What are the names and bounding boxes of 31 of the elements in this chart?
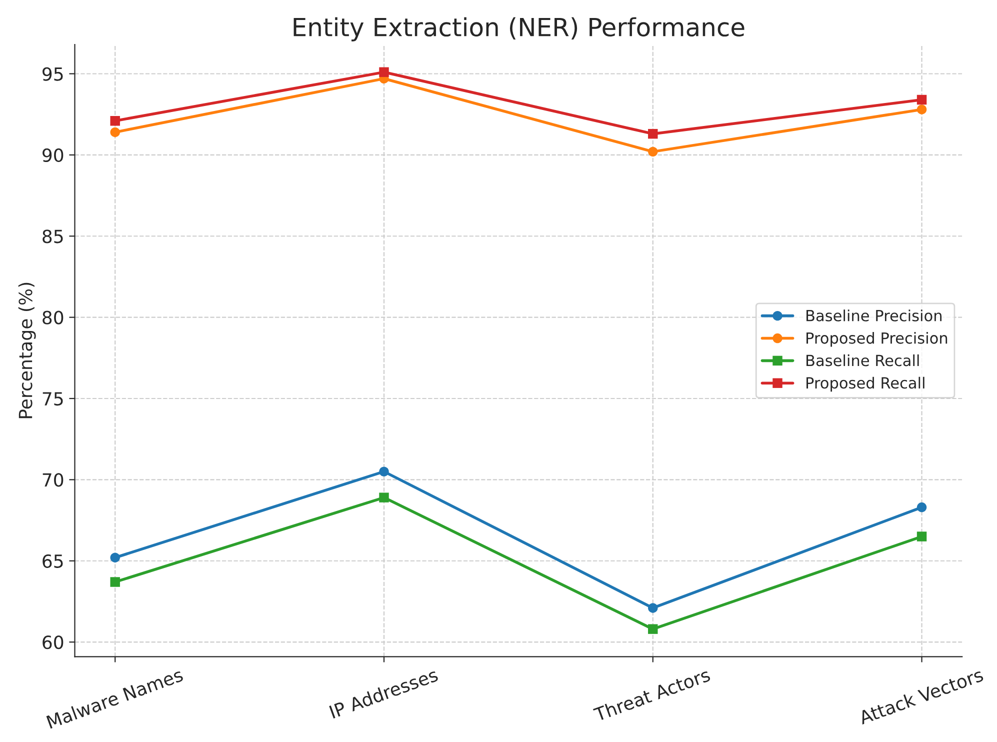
point — [648, 146, 658, 157]
point — [648, 624, 658, 634]
point — [379, 67, 389, 77]
point — [916, 94, 927, 105]
y-axis-title: Percentage (%) — [18, 282, 36, 418]
legend-label: Proposed Precision — [806, 332, 948, 347]
point — [379, 492, 389, 502]
x-tick-label: Attack Vectors — [858, 667, 984, 725]
y-tick-label: 65 — [42, 554, 63, 568]
y-tick-label: 90 — [42, 148, 64, 162]
y-tick-label: 85 — [42, 230, 63, 244]
point — [379, 466, 389, 476]
point — [648, 128, 658, 139]
point — [110, 116, 120, 126]
point — [648, 603, 658, 613]
x-tick-label: Threat Actors — [592, 667, 711, 722]
y-tick-label: 95 — [42, 67, 63, 81]
chart-title: Entity Extraction (NER) Performance — [294, 17, 744, 42]
y-tick-label: 75 — [42, 392, 63, 406]
point — [916, 532, 927, 542]
point — [110, 552, 120, 562]
point — [916, 104, 927, 114]
y-tick-label: 80 — [42, 310, 64, 324]
point — [110, 577, 120, 587]
point — [110, 127, 120, 138]
y-tick-label: 70 — [42, 473, 64, 487]
point — [916, 502, 927, 512]
legend-label: Baseline Recall — [806, 354, 919, 366]
legend-label: Proposed Recall — [806, 376, 924, 392]
y-tick-label: 60 — [42, 636, 64, 650]
legend-label: Baseline Precision — [806, 310, 942, 322]
